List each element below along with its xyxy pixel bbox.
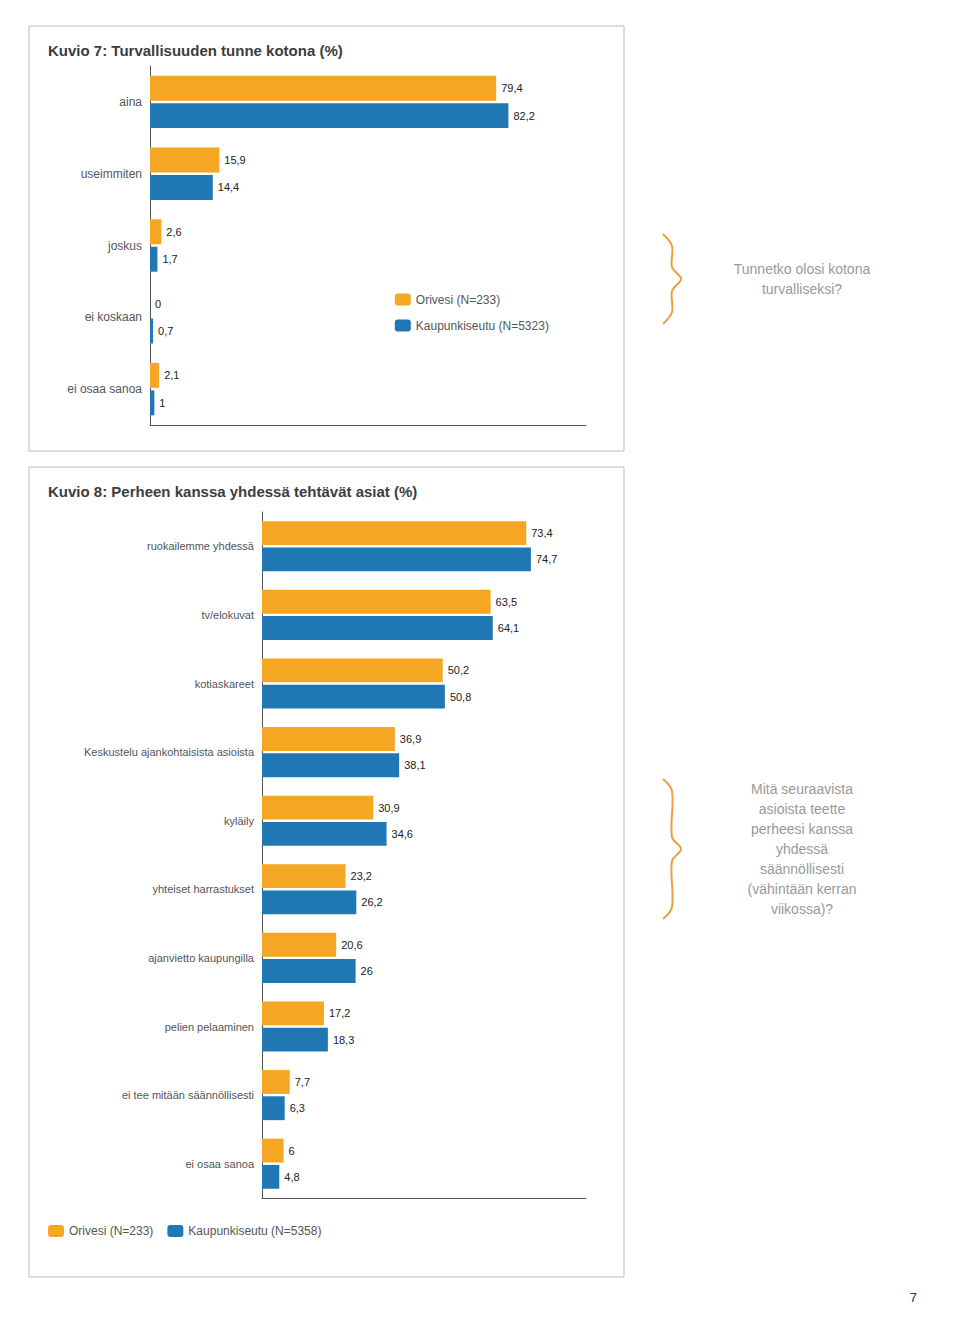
svg-text:26,2: 26,2	[361, 896, 382, 908]
svg-text:Keskustelu ajankohtaisista asi: Keskustelu ajankohtaisista asioista	[84, 746, 255, 758]
svg-text:64,1: 64,1	[498, 622, 519, 634]
svg-text:säännöllisesti: säännöllisesti	[760, 861, 844, 877]
svg-text:Kaupunkiseutu (N=5358): Kaupunkiseutu (N=5358)	[188, 1224, 321, 1238]
svg-text:kyläily: kyläily	[224, 815, 254, 827]
svg-text:useimmiten: useimmiten	[81, 167, 142, 181]
svg-text:1,7: 1,7	[162, 253, 177, 265]
svg-text:ei osaa sanoa: ei osaa sanoa	[67, 382, 142, 396]
svg-text:ei osaa sanoa: ei osaa sanoa	[186, 1158, 255, 1170]
svg-text:asioista teette: asioista teette	[759, 801, 846, 817]
svg-text:4,8: 4,8	[284, 1171, 299, 1183]
svg-text:kotiaskareet: kotiaskareet	[195, 678, 254, 690]
svg-text:20,6: 20,6	[341, 939, 362, 951]
svg-text:ajanvietto kaupungilla: ajanvietto kaupungilla	[148, 952, 255, 964]
svg-text:82,2: 82,2	[513, 110, 534, 122]
svg-text:aina: aina	[119, 95, 142, 109]
svg-text:Orivesi (N=233): Orivesi (N=233)	[416, 293, 500, 307]
svg-text:joskus: joskus	[107, 239, 142, 253]
svg-text:17,2: 17,2	[329, 1007, 350, 1019]
svg-text:6: 6	[289, 1145, 295, 1157]
svg-text:7: 7	[910, 1290, 917, 1305]
svg-text:pelien pelaaminen: pelien pelaaminen	[165, 1021, 254, 1033]
svg-text:14,4: 14,4	[218, 181, 239, 193]
svg-text:Mitä seuraavista: Mitä seuraavista	[751, 781, 853, 797]
svg-text:73,4: 73,4	[531, 527, 552, 539]
svg-text:50,2: 50,2	[448, 664, 469, 676]
svg-text:ei tee mitään säännöllisesti: ei tee mitään säännöllisesti	[122, 1089, 254, 1101]
svg-text:Tunnetko olosi kotona: Tunnetko olosi kotona	[734, 261, 871, 277]
svg-text:63,5: 63,5	[496, 596, 517, 608]
svg-text:23,2: 23,2	[351, 870, 372, 882]
svg-text:yhdessä: yhdessä	[776, 841, 828, 857]
svg-text:0: 0	[155, 298, 161, 310]
svg-text:6,3: 6,3	[290, 1102, 305, 1114]
svg-text:perheesi kanssa: perheesi kanssa	[751, 821, 853, 837]
svg-text:30,9: 30,9	[378, 802, 399, 814]
svg-text:Kuvio 8: Perheen kanssa yhdess: Kuvio 8: Perheen kanssa yhdessä tehtävät…	[48, 483, 417, 500]
svg-text:1: 1	[159, 397, 165, 409]
svg-text:(vähintään kerran: (vähintään kerran	[748, 881, 857, 897]
svg-text:36,9: 36,9	[400, 733, 421, 745]
svg-text:26: 26	[361, 965, 373, 977]
svg-text:15,9: 15,9	[224, 154, 245, 166]
svg-text:79,4: 79,4	[501, 82, 522, 94]
svg-text:2,1: 2,1	[164, 369, 179, 381]
svg-text:yhteiset harrastukset: yhteiset harrastukset	[153, 883, 255, 895]
svg-text:34,6: 34,6	[392, 828, 413, 840]
svg-text:2,6: 2,6	[166, 226, 181, 238]
svg-text:Kaupunkiseutu (N=5323): Kaupunkiseutu (N=5323)	[416, 319, 549, 333]
svg-text:tv/elokuvat: tv/elokuvat	[201, 609, 254, 621]
svg-text:50,8: 50,8	[450, 691, 471, 703]
svg-text:viikossa)?: viikossa)?	[771, 901, 833, 917]
svg-text:18,3: 18,3	[333, 1034, 354, 1046]
svg-text:7,7: 7,7	[295, 1076, 310, 1088]
svg-text:Orivesi (N=233): Orivesi (N=233)	[69, 1224, 153, 1238]
svg-text:Kuvio 7: Turvallisuuden tunne: Kuvio 7: Turvallisuuden tunne kotona (%)	[48, 42, 343, 59]
svg-text:74,7: 74,7	[536, 553, 557, 565]
svg-text:ei koskaan: ei koskaan	[85, 310, 142, 324]
svg-text:turvalliseksi?: turvalliseksi?	[762, 281, 842, 297]
svg-text:ruokailemme yhdessä: ruokailemme yhdessä	[147, 540, 255, 552]
svg-text:38,1: 38,1	[404, 759, 425, 771]
svg-text:0,7: 0,7	[158, 325, 173, 337]
